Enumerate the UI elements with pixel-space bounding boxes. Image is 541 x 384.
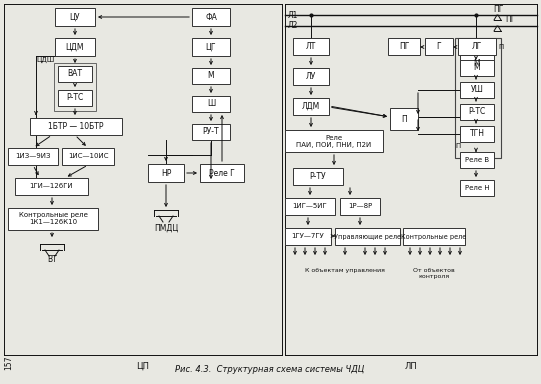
- Text: Реле Н: Реле Н: [465, 185, 489, 191]
- Bar: [54, 63, 96, 111]
- Text: РУ-Т: РУ-Т: [203, 127, 219, 136]
- Bar: [62, 148, 114, 165]
- Bar: [388, 38, 420, 55]
- Text: Ш: Ш: [207, 99, 215, 109]
- Text: ЛГ: ЛГ: [472, 42, 482, 51]
- Bar: [460, 104, 494, 120]
- Text: М: М: [208, 71, 214, 81]
- Text: 1БТР — 10БТР: 1БТР — 10БТР: [48, 122, 104, 131]
- Bar: [460, 126, 494, 142]
- Bar: [425, 38, 453, 55]
- Text: ЛТ: ЛТ: [306, 42, 316, 51]
- Text: Л2: Л2: [288, 22, 299, 30]
- Bar: [192, 8, 230, 26]
- Bar: [460, 180, 494, 196]
- Bar: [460, 55, 494, 72]
- Text: ВАТ: ВАТ: [68, 70, 82, 78]
- Text: М: М: [474, 63, 480, 73]
- Text: П: П: [401, 114, 407, 124]
- Bar: [8, 208, 98, 230]
- Text: ЦП: ЦП: [136, 362, 149, 371]
- Bar: [293, 168, 343, 185]
- Text: Контрольные реле: Контрольные реле: [401, 233, 467, 240]
- Bar: [390, 108, 418, 130]
- Bar: [58, 90, 92, 106]
- Bar: [55, 8, 95, 26]
- Bar: [285, 130, 383, 152]
- Text: ЦДМ: ЦДМ: [66, 43, 84, 51]
- Text: ПГ: ПГ: [505, 15, 515, 25]
- Text: М: М: [474, 59, 480, 68]
- Bar: [30, 118, 122, 135]
- Text: 1ИГ—5ИГ: 1ИГ—5ИГ: [293, 204, 327, 210]
- Text: 1ИС—10ИС: 1ИС—10ИС: [68, 154, 108, 159]
- Text: Г: Г: [437, 42, 441, 51]
- Bar: [460, 82, 494, 98]
- Bar: [455, 38, 501, 158]
- Bar: [192, 38, 230, 56]
- Text: ВТ: ВТ: [47, 255, 57, 265]
- Text: Реле В: Реле В: [465, 157, 489, 163]
- Bar: [192, 124, 230, 140]
- Text: 1ИЗ—9ИЗ: 1ИЗ—9ИЗ: [15, 154, 51, 159]
- Text: Р-ТС: Р-ТС: [67, 93, 84, 103]
- Bar: [8, 148, 58, 165]
- Text: ПГ: ПГ: [399, 42, 409, 51]
- Text: Р-ТУ: Р-ТУ: [309, 172, 326, 181]
- Bar: [460, 152, 494, 168]
- Bar: [340, 198, 380, 215]
- Text: От объектов
контроля: От объектов контроля: [413, 268, 455, 279]
- Text: 1ГИ—126ГИ: 1ГИ—126ГИ: [30, 184, 74, 189]
- Text: Реле
ПАИ, ПОИ, ПНИ, П2И: Реле ПАИ, ПОИ, ПНИ, П2И: [296, 134, 372, 147]
- Bar: [58, 66, 92, 82]
- Text: П: П: [455, 143, 460, 149]
- Text: Рис. 4.3.  Структурная схема системы ЧДЦ: Рис. 4.3. Структурная схема системы ЧДЦ: [175, 365, 365, 374]
- Text: Контрольные реле
1К1—126К10: Контрольные реле 1К1—126К10: [18, 212, 88, 225]
- Text: 157: 157: [4, 355, 13, 369]
- Text: ЦУ: ЦУ: [70, 13, 80, 22]
- Text: ЛП: ЛП: [405, 362, 417, 371]
- Text: ЦГ: ЦГ: [206, 43, 216, 51]
- Text: К объектам управления: К объектам управления: [305, 268, 385, 273]
- Bar: [200, 164, 244, 182]
- Bar: [460, 60, 494, 76]
- Text: ПМДЦ: ПМДЦ: [154, 223, 178, 232]
- Bar: [15, 178, 88, 195]
- Text: ФА: ФА: [205, 13, 217, 22]
- Bar: [403, 228, 465, 245]
- Text: ПГ: ПГ: [493, 5, 503, 15]
- Bar: [285, 228, 331, 245]
- Text: Реле Г: Реле Г: [209, 169, 235, 177]
- Bar: [55, 38, 95, 56]
- Bar: [192, 68, 230, 84]
- Bar: [335, 228, 400, 245]
- Text: Р-ТС: Р-ТС: [469, 108, 486, 116]
- Bar: [293, 68, 329, 85]
- Bar: [192, 96, 230, 112]
- Text: ЦДШ: ЦДШ: [36, 57, 54, 63]
- Text: Л1: Л1: [288, 10, 299, 20]
- Text: П: П: [498, 44, 503, 50]
- Text: ТГН: ТГН: [470, 129, 485, 139]
- Text: НР: НР: [161, 169, 171, 177]
- Text: Управляющие реле: Управляющие реле: [334, 233, 401, 240]
- Text: 1ГУ—7ГУ: 1ГУ—7ГУ: [292, 233, 325, 240]
- Bar: [458, 38, 496, 55]
- Text: ЛУ: ЛУ: [306, 72, 316, 81]
- Bar: [293, 98, 329, 115]
- Bar: [293, 38, 329, 55]
- Text: ЛДМ: ЛДМ: [302, 102, 320, 111]
- Bar: [285, 198, 335, 215]
- Text: 1Р—8Р: 1Р—8Р: [348, 204, 372, 210]
- Text: УШ: УШ: [471, 86, 484, 94]
- Bar: [148, 164, 184, 182]
